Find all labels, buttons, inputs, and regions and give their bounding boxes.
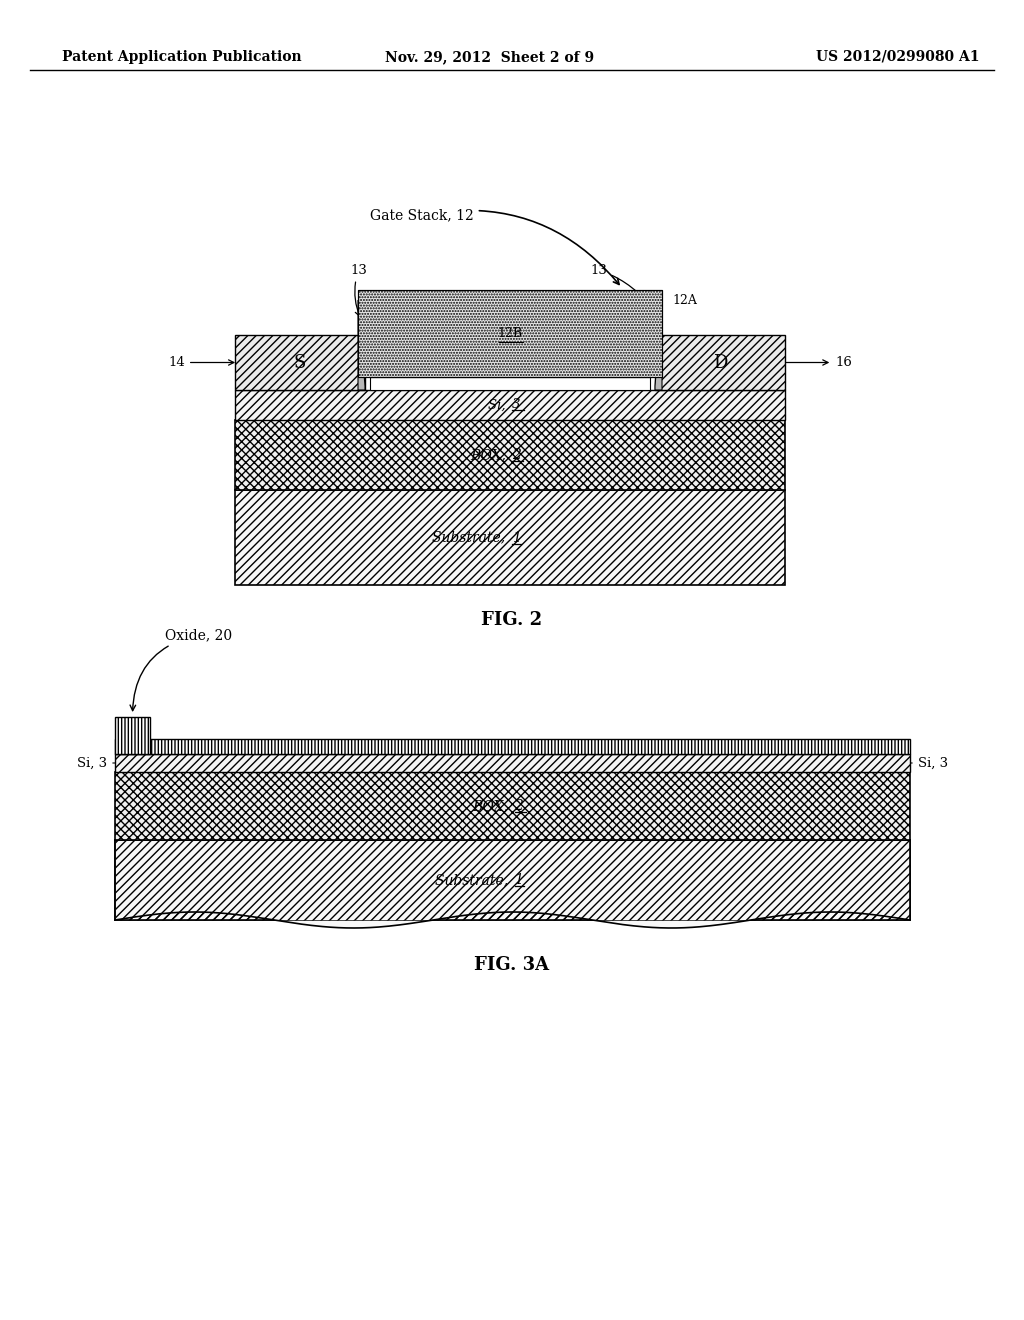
- Text: FIG. 2: FIG. 2: [481, 611, 543, 630]
- Polygon shape: [115, 840, 910, 928]
- Text: 12A: 12A: [672, 293, 697, 306]
- Text: 14: 14: [168, 356, 233, 370]
- Bar: [115, 840, 910, 920]
- Bar: [234, 335, 365, 389]
- Text: 13: 13: [350, 264, 367, 317]
- Text: Gate Stack, 12: Gate Stack, 12: [370, 209, 620, 284]
- Text: Substrate,: Substrate,: [432, 531, 510, 544]
- Text: Patent Application Publication: Patent Application Publication: [62, 50, 302, 63]
- Bar: [115, 739, 910, 754]
- Text: Si, 3: Si, 3: [918, 756, 948, 770]
- Text: 3: 3: [512, 399, 520, 412]
- Bar: [115, 754, 910, 772]
- Bar: [234, 490, 785, 585]
- Text: US 2012/0299080 A1: US 2012/0299080 A1: [816, 50, 980, 63]
- Text: 1: 1: [514, 873, 523, 887]
- Bar: [370, 378, 650, 389]
- Text: Oxide, 20: Oxide, 20: [130, 628, 232, 710]
- Bar: [655, 335, 785, 389]
- Text: Substrate,: Substrate,: [435, 873, 512, 887]
- Text: D: D: [713, 354, 727, 371]
- Text: Si, 3: Si, 3: [77, 756, 106, 770]
- Text: BOX,: BOX,: [470, 447, 510, 462]
- Text: 2: 2: [514, 799, 523, 813]
- Text: FIG. 3A: FIG. 3A: [474, 956, 550, 974]
- Bar: [358, 290, 662, 378]
- Text: Si,: Si,: [488, 399, 510, 412]
- Polygon shape: [358, 290, 662, 378]
- Bar: [115, 717, 150, 754]
- Bar: [234, 420, 785, 490]
- Text: 1: 1: [512, 531, 521, 544]
- Polygon shape: [655, 300, 662, 389]
- Polygon shape: [358, 300, 365, 389]
- Text: BOX,: BOX,: [472, 799, 512, 813]
- Bar: [115, 772, 910, 840]
- Bar: [234, 389, 785, 420]
- Text: 16: 16: [784, 356, 852, 370]
- Text: Nov. 29, 2012  Sheet 2 of 9: Nov. 29, 2012 Sheet 2 of 9: [385, 50, 595, 63]
- Text: S: S: [294, 354, 306, 371]
- Bar: [115, 840, 910, 920]
- Text: 2: 2: [512, 447, 521, 462]
- Text: 13: 13: [590, 264, 656, 317]
- Text: 12B: 12B: [498, 327, 522, 341]
